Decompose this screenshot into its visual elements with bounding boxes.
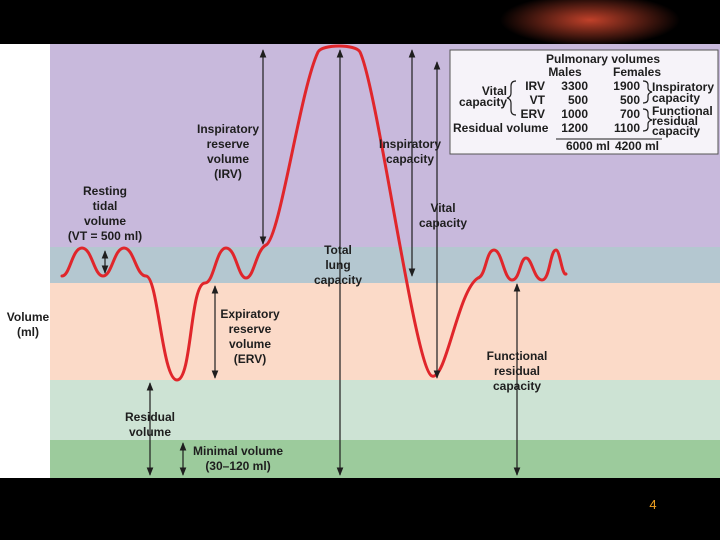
label-line: Vital (430, 201, 455, 215)
label-line: (IRV) (214, 167, 242, 181)
column-header: Males (548, 65, 582, 79)
label-line: capacity (419, 216, 467, 230)
label-line: Volume (7, 310, 50, 324)
brace-vital (506, 80, 517, 116)
label-line: Vital (482, 84, 507, 98)
label-line: residual (652, 114, 698, 128)
label-line: capacity (652, 91, 700, 105)
cell: 1900 (613, 79, 640, 93)
label-line: capacity (459, 95, 507, 109)
brace-ic (642, 80, 653, 104)
cell: 1000 (561, 107, 588, 121)
label-line: Functional (487, 349, 548, 363)
label-line: Inspiratory (379, 137, 441, 151)
cell: 500 (620, 93, 640, 107)
cell: 500 (568, 93, 588, 107)
label-line: (30–120 ml) (205, 459, 270, 473)
label-line: volume (207, 152, 249, 166)
label-line: Expiratory (220, 307, 280, 321)
cell: 1200 (561, 121, 588, 135)
total: 6000 ml (566, 139, 610, 153)
label-line: Total (324, 243, 352, 257)
label-line: reserve (229, 322, 272, 336)
cell: 1100 (614, 121, 640, 135)
label-line: volume (84, 214, 126, 228)
column-header: Females (613, 65, 661, 79)
brace-frc (642, 108, 653, 132)
band-erv (50, 283, 720, 380)
cell: 700 (620, 107, 640, 121)
band-residual (50, 380, 720, 440)
label-line: reserve (207, 137, 250, 151)
label-line: capacity (652, 124, 700, 138)
bottom-bar (0, 478, 720, 540)
volume-curve (60, 44, 568, 382)
label-line: capacity (493, 379, 541, 393)
label-line: residual (494, 364, 540, 378)
row-label: VT (530, 93, 546, 107)
total: 4200 ml (615, 139, 659, 153)
table-title: Pulmonary volumes (546, 52, 660, 66)
label-line: capacity (314, 273, 362, 287)
cell: 3300 (561, 79, 588, 93)
label-line: volume (129, 425, 171, 439)
label-line: Functional (652, 104, 713, 118)
label-line: Inspiratory (652, 80, 714, 94)
label-line: Minimal volume (193, 444, 283, 458)
label-line: volume (229, 337, 271, 351)
decoration (500, 0, 680, 46)
page-number: 4 (649, 497, 656, 512)
table-box (449, 49, 719, 155)
label-line: Resting (83, 184, 127, 198)
band-vt (50, 247, 720, 283)
label-line: (ERV) (234, 352, 266, 366)
label-line: lung (325, 258, 350, 272)
row-label: Residual volume (453, 121, 549, 135)
row-label: IRV (525, 79, 545, 93)
label-line: Residual (125, 410, 175, 424)
band-minimal (50, 440, 720, 478)
label-line: capacity (386, 152, 434, 166)
row-label: ERV (521, 107, 545, 121)
label-line: Inspiratory (197, 122, 259, 136)
label-line: (VT = 500 ml) (68, 229, 142, 243)
label-line: tidal (93, 199, 118, 213)
label-line: (ml) (17, 325, 39, 339)
